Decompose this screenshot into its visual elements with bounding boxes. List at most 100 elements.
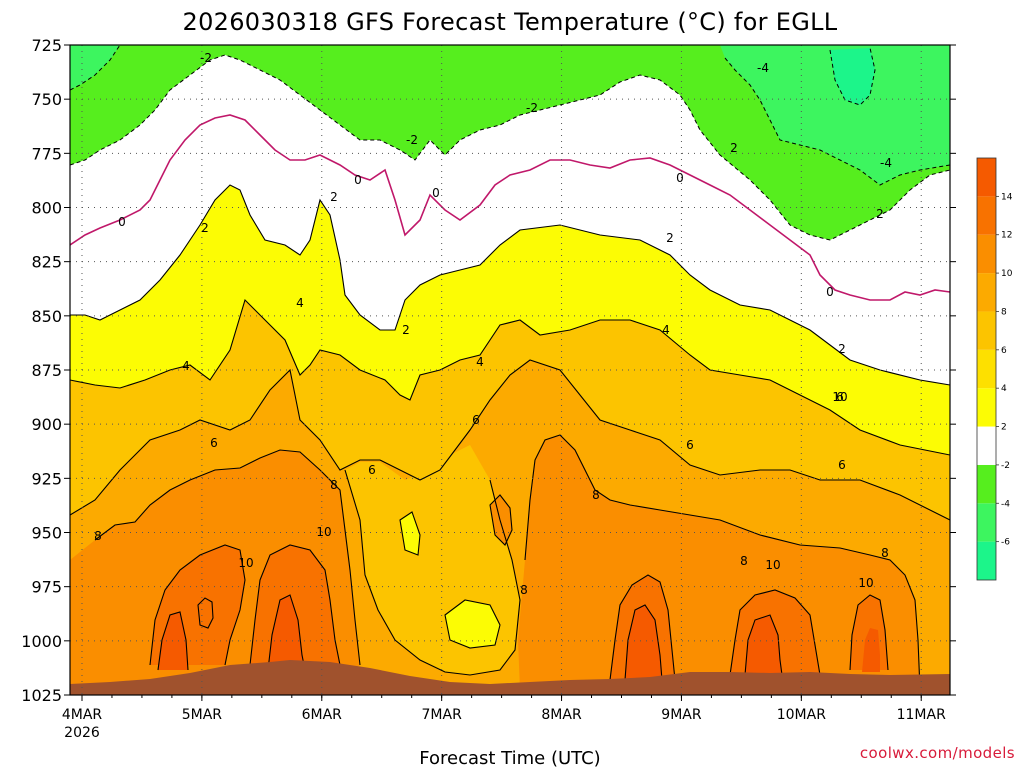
colorbar-segment [977,541,996,580]
x-tick-label-7MAR: 7MAR [422,707,463,723]
band-neg6-neg4-left [70,45,120,90]
x-tick-label-10MAR: 10MAR [777,707,826,723]
x-tick-label-4MAR: 4MAR [62,707,103,723]
colorbar-segment [977,503,996,542]
contour-label: 6 [836,390,844,404]
y-tick-label-900: 900 [31,415,62,434]
colorbar-label: 10 [1001,269,1013,279]
band-neg8-neg6 [830,48,875,105]
contour-label: -2 [406,133,418,147]
contour-label: 2 [330,190,338,204]
contour-label: 4 [296,296,304,310]
colorbar-segment [977,311,996,350]
plot-area [70,45,950,695]
contour-label: 8 [881,546,889,560]
x-axis: 4MAR 2026 5MAR 6MAR 7MAR 8MAR 9MAR 10MAR 11MAR [62,695,946,741]
grid-lines [70,44,950,696]
contour-label: 6 [210,436,218,450]
colorbar-label: -4 [1001,499,1010,509]
contour-label: 0 [826,285,834,299]
band-neg4-neg2 [70,45,950,240]
colorbar-segment [977,349,996,389]
contour-label: 8 [94,529,102,543]
contour-label: 0 [432,186,440,200]
contour-label: 6 [838,458,846,472]
y-tick-label-950: 950 [31,524,62,543]
colorbar-frame [976,157,997,581]
y-tick-label-800: 800 [31,199,62,218]
negative-contours [70,45,950,241]
contour-label: 6 [472,413,480,427]
x-tick-label-6MAR: 6MAR [302,707,343,723]
contour-label: 0 [354,173,362,187]
contour-label: -4 [757,61,769,75]
x-tick-label-8MAR: 8MAR [541,707,582,723]
colorbar-label: 6 [1001,346,1007,356]
colorbar-segment [977,196,996,235]
y-tick-label-1025: 1025 [21,686,62,705]
contour-label: 8 [520,583,528,597]
contour-label: 0 [118,215,126,229]
colorbar-label: 2 [1001,423,1007,433]
colorbar-label: -6 [1001,538,1010,548]
colorbar-label: 12 [1001,231,1012,241]
contour-label: 0 [676,171,684,185]
x-axis-label: Forecast Time (UTC) [419,748,600,768]
contour-label: 10 [316,525,331,539]
contour-label: -4 [880,156,892,170]
colorbar-label: 8 [1001,307,1007,317]
y-tick-label-1000: 1000 [21,632,62,651]
colorbar-label: 4 [1001,384,1007,394]
contour-label: 8 [330,478,338,492]
band-8-10-blob [490,495,512,545]
contour-label: 8 [592,488,600,502]
band-2-4-pocket [445,600,500,648]
contour-label: 2 [666,231,674,245]
contour-label: 2 [730,141,738,155]
y-tick-label-725: 725 [31,36,62,55]
colorbar-segment [977,464,996,504]
contour-label: 2 [876,207,884,221]
colorbar-label: -2 [1001,461,1010,471]
colorbar-segment [977,388,996,427]
contour-labels: -2 -2 -2 -4 -4 2 2 0 0 0 0 0 2 2 2 2 2 4 4 4 4 6 6 6 6 6 6 8 8 8 8 8 8 10… [94,51,892,597]
contour-label: 2 [402,323,410,337]
y-tick-label-925: 925 [31,469,62,488]
terrain [70,660,950,695]
y-tick-label-850: 850 [31,307,62,326]
y-tick-label-975: 975 [31,578,62,597]
contour-label: 10 [858,576,873,590]
x-tick-label-9MAR: 9MAR [661,707,702,723]
band-neg6-neg4 [720,45,950,185]
x-tick-sublabel-year: 2026 [64,725,100,741]
credit-link[interactable]: coolwx.com/models [860,744,1015,762]
contour-label: 2 [201,221,209,235]
y-tick-label-750: 750 [31,90,62,109]
contour-label: 10 [765,558,780,572]
y-tick-label-775: 775 [31,144,62,163]
band-2-4-pocket-b [400,512,420,555]
y-tick-label-825: 825 [31,253,62,272]
colorbar: -6 -4 -2 2 4 6 8 10 12 14 [976,157,1013,581]
contour-label: 6 [686,438,694,452]
x-tick-label-11MAR: 11MAR [897,707,946,723]
contour-label: -2 [526,101,538,115]
contour-label: 4 [476,355,484,369]
chart-title: 2026030318 GFS Forecast Temperature (°C)… [183,8,838,36]
contour-label: 2 [838,342,846,356]
colorbar-segment [977,158,996,197]
x-tick-label-5MAR: 5MAR [182,707,223,723]
contour-label: 4 [182,359,190,373]
contour-label: -2 [200,51,212,65]
contour-label: 10 [238,556,253,570]
colorbar-segment [977,234,996,274]
contour-lines [70,184,950,691]
colorbar-segment [977,426,996,465]
y-tick-label-875: 875 [31,361,62,380]
contour-label: 10 [832,390,847,404]
contour-label: 8 [740,554,748,568]
freezing-line [70,114,950,301]
band-10-12-blob [198,598,213,628]
contour-label: 4 [662,323,670,337]
